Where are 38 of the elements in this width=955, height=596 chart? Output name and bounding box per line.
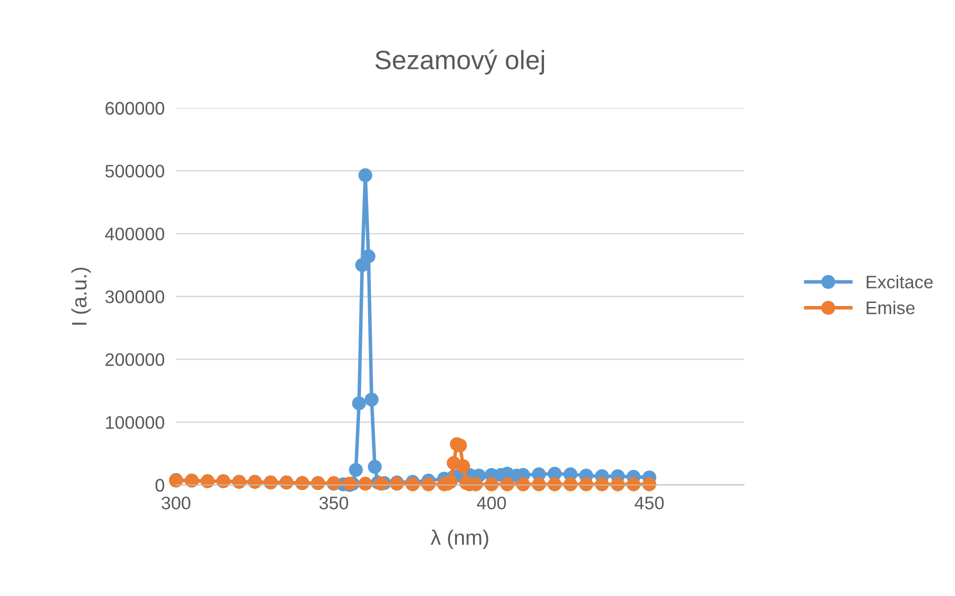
- x-tick-label: 400: [476, 496, 506, 510]
- x-tick-label: 300: [162, 496, 190, 510]
- point: [500, 477, 514, 492]
- x-axis-title: λ (nm): [430, 530, 488, 550]
- point: [352, 396, 366, 410]
- point: [532, 477, 546, 492]
- y-tick-label: 600000: [106, 102, 164, 115]
- y-tick-label: 400000: [105, 228, 164, 240]
- point: [364, 392, 379, 406]
- x-tick-label: 450: [634, 496, 664, 510]
- legend-label: Emise: [866, 301, 915, 314]
- y-tick-label: 300000: [105, 290, 164, 304]
- point: [626, 477, 640, 492]
- point: [374, 476, 388, 491]
- point: [444, 474, 458, 489]
- point: [368, 460, 382, 474]
- point: [642, 477, 656, 492]
- point: [484, 477, 498, 492]
- y-tick-label: 0: [156, 478, 164, 492]
- point: [564, 477, 578, 492]
- y-axis-title: I (a.u.): [71, 268, 91, 325]
- point: [579, 477, 594, 492]
- y-tick-label: 100000: [106, 416, 164, 429]
- chart-title: Sezamový olej: [375, 50, 544, 75]
- y-tick-label: 500000: [105, 164, 164, 178]
- point: [406, 477, 420, 492]
- point: [456, 459, 470, 474]
- point: [358, 476, 372, 491]
- point: [595, 477, 609, 492]
- point: [516, 477, 530, 492]
- point: [422, 477, 436, 492]
- legend-label: Excitace: [866, 275, 933, 288]
- x-tick-label: 350: [319, 496, 348, 510]
- point: [348, 462, 363, 477]
- y-tick-label: 200000: [106, 353, 164, 366]
- point: [548, 477, 562, 492]
- point: [610, 477, 625, 492]
- point: [358, 168, 372, 182]
